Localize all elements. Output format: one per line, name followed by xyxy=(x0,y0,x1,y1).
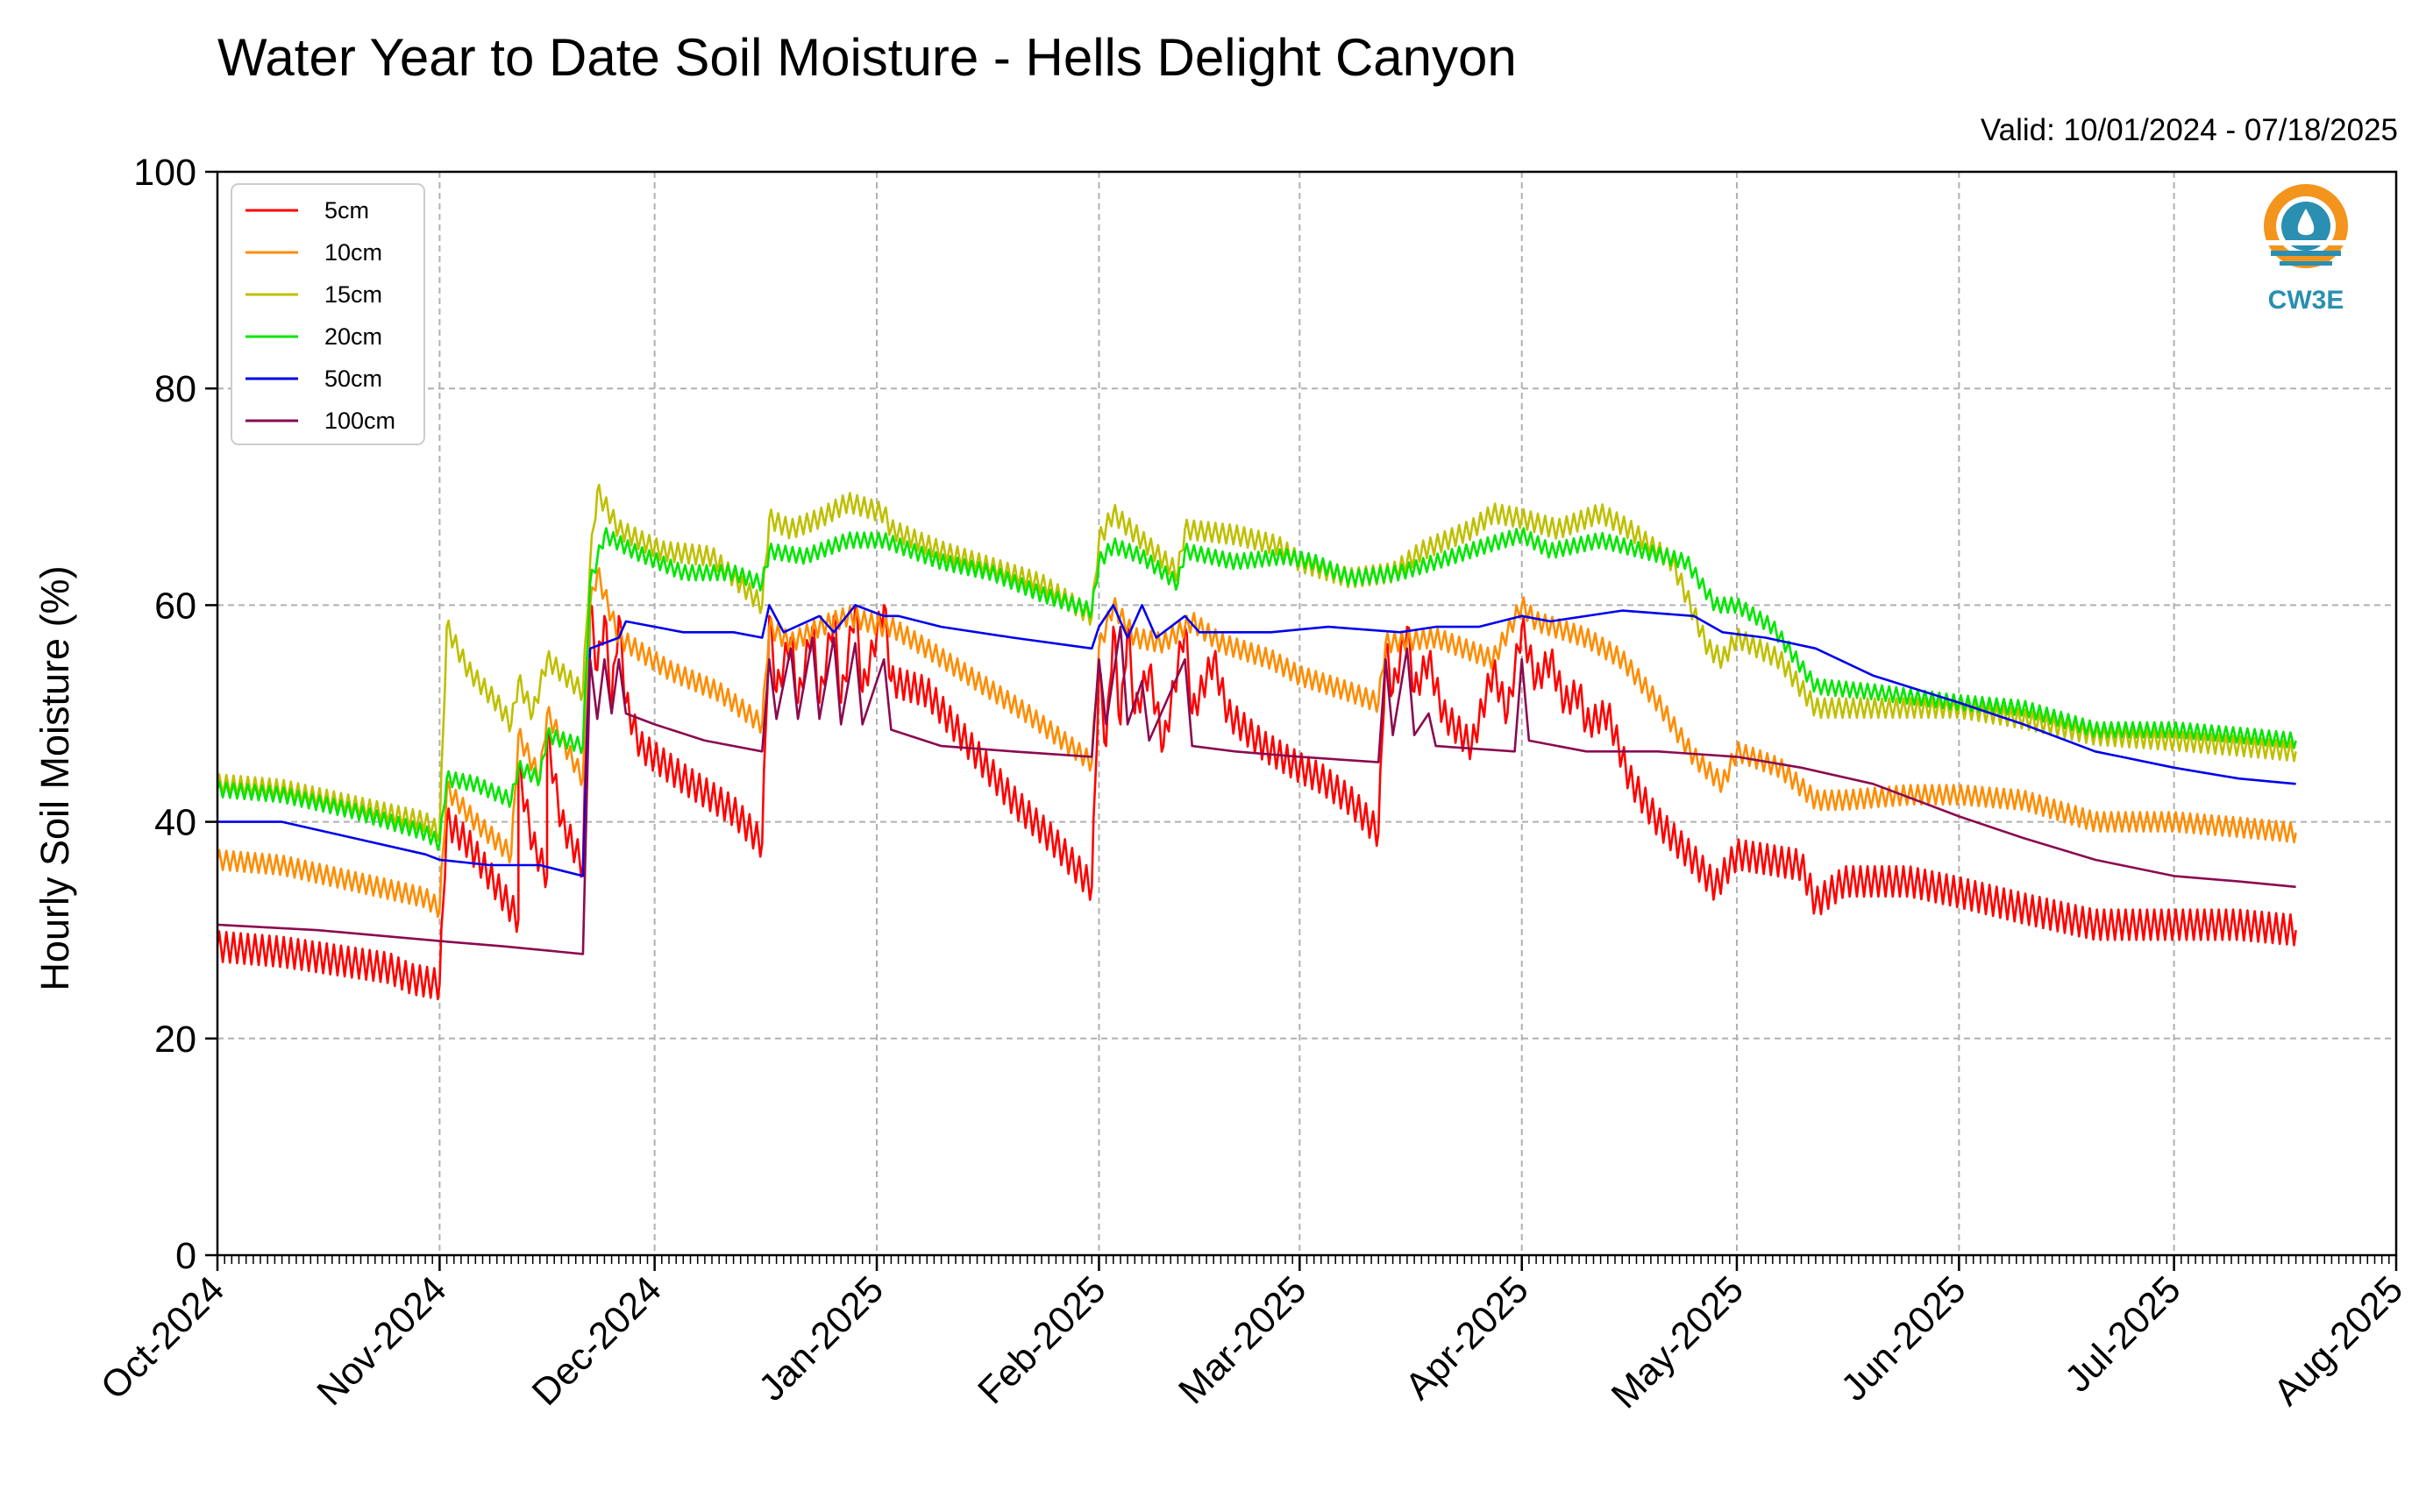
x-tick-label: Apr-2025 xyxy=(1398,1268,1537,1408)
x-tick-label: May-2025 xyxy=(1604,1268,1752,1416)
x-tick-labels: Oct-2024 Nov-2024 Dec-2024 Jan-2025 Feb-2025… xyxy=(93,1268,2411,1416)
y-tick-label: 60 xyxy=(154,585,196,627)
x-tick-label: Oct-2024 xyxy=(93,1268,232,1408)
x-tick-label: Jun-2025 xyxy=(1833,1268,1974,1409)
y-tick-labels: 0 20 40 60 80 100 xyxy=(133,152,196,1277)
chart-title: Water Year to Date Soil Moisture - Hells… xyxy=(217,28,1517,87)
x-tick-label: Jan-2025 xyxy=(751,1268,892,1409)
series-line-15cm xyxy=(216,483,2297,842)
legend-label-10cm: 10cm xyxy=(324,239,382,266)
x-minor-ticks xyxy=(217,1255,2397,1264)
y-tick-label: 80 xyxy=(154,368,196,410)
logo-droplet-icon xyxy=(2297,209,2315,236)
series-line-50cm xyxy=(217,604,2296,877)
legend-label-50cm: 50cm xyxy=(324,366,382,392)
grid-lines xyxy=(217,172,2396,1255)
series-line-20cm xyxy=(216,527,2297,851)
y-tick-label: 0 xyxy=(175,1235,196,1277)
y-tick-label: 20 xyxy=(154,1019,196,1061)
logo-text: CW3E xyxy=(2268,286,2344,315)
legend-label-20cm: 20cm xyxy=(324,323,382,350)
x-tick-label: Dec-2024 xyxy=(524,1268,670,1414)
plot-area-frame xyxy=(216,170,2398,1257)
series-lines xyxy=(216,483,2297,1001)
x-tick-label: Mar-2025 xyxy=(1170,1268,1314,1412)
x-tick-label: Jul-2025 xyxy=(2057,1268,2189,1401)
y-tick-label: 100 xyxy=(133,152,196,194)
y-axis-label: Hourly Soil Moisture (%) xyxy=(32,565,77,990)
axis-ticks xyxy=(205,170,2398,1271)
legend: 5cm 10cm 15cm 20cm 50cm 100cm xyxy=(231,183,425,445)
legend-label-15cm: 15cm xyxy=(324,281,382,308)
x-tick-label: Nov-2024 xyxy=(309,1268,455,1414)
x-tick-label: Aug-2025 xyxy=(2266,1268,2411,1414)
legend-label-100cm: 100cm xyxy=(324,408,395,434)
series-line-100cm xyxy=(217,625,2296,955)
y-tick-label: 40 xyxy=(154,802,196,844)
valid-date-range: Valid: 10/01/2024 - 07/18/2025 xyxy=(1981,113,2398,147)
x-tick-label: Feb-2025 xyxy=(970,1268,1113,1412)
legend-label-5cm: 5cm xyxy=(324,197,369,224)
cw3e-logo: CW3E xyxy=(2264,184,2348,315)
